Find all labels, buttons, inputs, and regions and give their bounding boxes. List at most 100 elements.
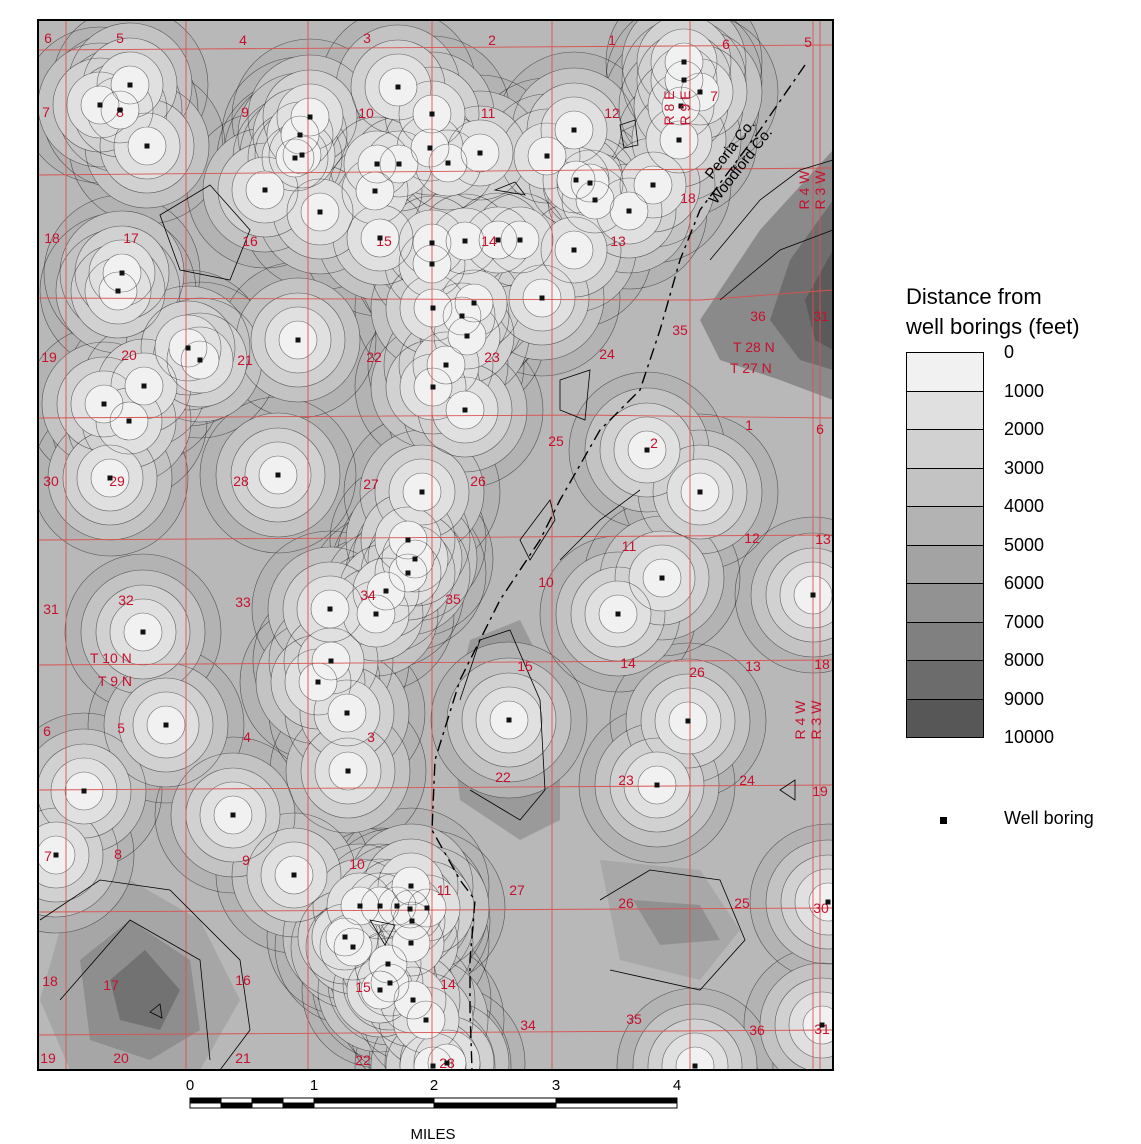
- contour-ring: [654, 687, 722, 755]
- contour-ring: [388, 458, 456, 526]
- well-boring-marker: [819, 1022, 825, 1028]
- section-number: 13: [745, 658, 761, 674]
- contour-ring: [442, 296, 482, 336]
- well-boring-marker: [571, 127, 577, 133]
- well-boring-marker: [644, 447, 650, 453]
- well-boring-marker: [357, 903, 363, 909]
- legend-swatch: [906, 544, 984, 583]
- section-number: 31: [43, 601, 59, 617]
- contour-ring: [38, 835, 76, 875]
- contour-ring: [426, 345, 466, 385]
- section-number: 15: [517, 658, 533, 674]
- section-number: 9: [241, 104, 249, 120]
- contour-ring: [430, 641, 588, 799]
- well-boring-marker: [681, 59, 687, 65]
- well-boring-marker: [307, 114, 313, 120]
- well-boring-marker: [464, 333, 470, 339]
- well-boring-marker: [681, 77, 687, 83]
- well-boring-marker: [678, 103, 684, 109]
- contour-ring: [659, 120, 699, 160]
- well-boring-label: Well boring: [1004, 808, 1094, 828]
- well-boring-marker: [495, 237, 501, 243]
- legend-swatch: [906, 352, 984, 391]
- section-number: 23: [618, 772, 634, 788]
- contour-ring: [680, 72, 720, 112]
- well-boring-marker: [185, 345, 191, 351]
- township-label-t28n: T 28 N: [733, 339, 775, 355]
- contour-ring: [132, 691, 200, 759]
- contour-ring: [395, 539, 435, 579]
- well-boring-marker: [692, 1063, 698, 1069]
- contour-ring: [413, 1046, 453, 1070]
- range-label-r4w-north: R 4 W: [796, 170, 812, 210]
- legend-scale: 0 1000 2000 3000 4000 5000 6000 7000 8000 9000 100…: [906, 342, 1141, 747]
- contour-ring: [584, 580, 652, 648]
- section-number: 1: [608, 32, 616, 48]
- legend-swatch: [906, 660, 984, 699]
- well-boring-marker: [427, 145, 433, 151]
- legend-tick: [906, 660, 984, 661]
- contour-ring: [300, 192, 340, 232]
- well-boring-marker: [107, 475, 113, 481]
- legend-swatch: [906, 506, 984, 545]
- range-label-r4w-south: R 4 W: [792, 700, 808, 740]
- contour-ring: [98, 271, 138, 311]
- section-number: 27: [363, 476, 379, 492]
- well-boring-marker: [385, 961, 391, 967]
- section-number: 5: [117, 720, 125, 736]
- contour-ring: [90, 458, 130, 498]
- section-number: 25: [734, 895, 750, 911]
- legend-value: 10000: [1004, 727, 1055, 747]
- section-number: 13: [610, 233, 626, 249]
- contour-ring: [802, 1005, 833, 1045]
- well-boring-marker: [459, 313, 465, 319]
- contour-ring: [95, 584, 191, 680]
- legend-tick: [906, 621, 984, 623]
- well-boring-marker: [587, 180, 593, 186]
- well-boring-marker: [412, 556, 418, 562]
- section-number: 7: [44, 848, 52, 864]
- well-boring-marker: [407, 906, 413, 912]
- section-number: 28: [233, 473, 249, 489]
- section-number: 7: [42, 104, 50, 120]
- section-number: 6: [816, 421, 824, 437]
- section-number: 29: [109, 473, 125, 489]
- contour-ring: [427, 1043, 467, 1070]
- well-boring-marker: [297, 132, 303, 138]
- well-boring-marker: [419, 489, 425, 495]
- contour-ring: [668, 701, 708, 741]
- contour-ring: [102, 253, 142, 293]
- well-boring-marker: [295, 337, 301, 343]
- contour-ring: [808, 882, 833, 922]
- well-boring-marker: [408, 940, 414, 946]
- legend-value: 7000: [1004, 611, 1045, 632]
- contour-ring: [64, 771, 104, 811]
- contour-ring: [199, 781, 267, 849]
- well-boring-marker: [383, 588, 389, 594]
- section-number: 19: [812, 783, 828, 799]
- contour-ring: [666, 458, 734, 526]
- legend-value: 0: [1004, 342, 1015, 362]
- section-number: 10: [538, 574, 554, 590]
- contour-ring: [478, 220, 518, 260]
- legend-swatch: [906, 429, 984, 468]
- contour-ring: [109, 598, 177, 666]
- well-boring-marker: [299, 152, 305, 158]
- well-boring-marker: [477, 150, 483, 156]
- contour-ring: [780, 854, 833, 950]
- contour-ring: [258, 455, 298, 495]
- well-boring-marker: [430, 384, 436, 390]
- legend-tick: [906, 506, 984, 507]
- well-boring-marker: [144, 143, 150, 149]
- well-boring-marker: [592, 197, 598, 203]
- well-boring-marker: [626, 208, 632, 214]
- section-number: 6: [43, 723, 51, 739]
- contour-ring: [794, 868, 833, 936]
- well-boring-marker: [141, 383, 147, 389]
- legend-value: 4000: [1004, 496, 1045, 516]
- contour-ring: [554, 230, 594, 270]
- section-number: 31: [813, 308, 829, 324]
- section-number: 16: [235, 972, 251, 988]
- well-boring-marker: [429, 261, 435, 267]
- section-number: 10: [358, 105, 374, 121]
